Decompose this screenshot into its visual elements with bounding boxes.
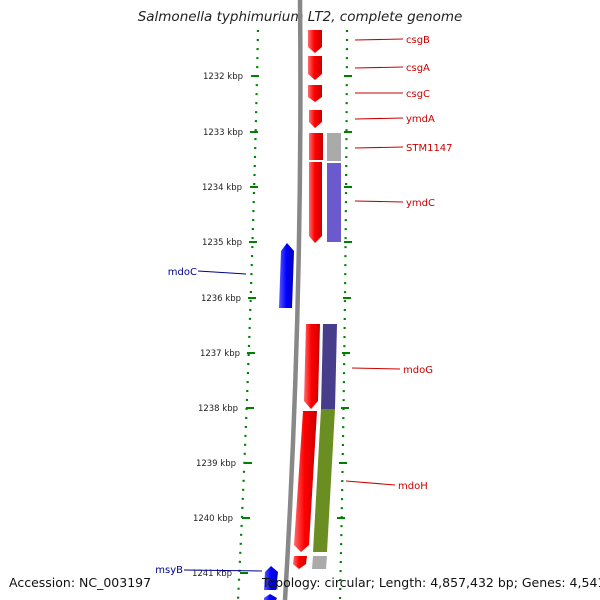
gene-mdoG-feature[interactable] xyxy=(304,324,320,409)
scale-label-1235: 1235 kbp xyxy=(202,238,242,248)
inner-guide-ring xyxy=(236,29,260,600)
gene-csgC-feature[interactable] xyxy=(308,85,322,102)
gene-label-STM1147[interactable]: STM1147 xyxy=(406,143,453,154)
gene-label-ymdC[interactable]: ymdC xyxy=(406,198,435,209)
gene-label-mdoG[interactable]: mdoG xyxy=(403,365,433,376)
cog-bar-STM1147 xyxy=(327,133,341,161)
gene-label-csgB[interactable]: csgB xyxy=(406,35,430,46)
scale-label-1241: 1241 kbp xyxy=(192,569,232,579)
gene-label-ymdA[interactable]: ymdA xyxy=(406,114,435,125)
scale-label-1240: 1240 kbp xyxy=(193,514,233,524)
scale-label-1239: 1239 kbp xyxy=(196,459,236,469)
gene-msyB-feature[interactable] xyxy=(264,566,278,590)
accession-text: Accession: NC_003197 xyxy=(9,575,152,590)
scale-label-1233: 1233 kbp xyxy=(203,128,243,138)
gene-mdoC-feature[interactable] xyxy=(279,243,294,308)
gene-STM1147-feature[interactable] xyxy=(309,133,323,160)
gene-csgB-feature[interactable] xyxy=(308,30,322,53)
gene-csgA-feature[interactable] xyxy=(308,56,322,80)
gene-label-mdoH[interactable]: mdoH xyxy=(398,481,428,492)
gene-label-msyB[interactable]: msyB xyxy=(155,565,183,576)
genome-summary-text: Topology: circular; Length: 4,857,432 bp… xyxy=(262,575,600,590)
gene-label-csgC[interactable]: csgC xyxy=(406,89,430,100)
gene-bottom-reverse-feature[interactable] xyxy=(264,594,277,600)
scale-ticks-right xyxy=(337,75,352,519)
scale-label-1238: 1238 kbp xyxy=(198,404,238,414)
gene-mdoH-feature[interactable] xyxy=(294,411,317,552)
outer-guide-ring xyxy=(338,29,349,600)
scale-label-1237: 1237 kbp xyxy=(200,349,240,359)
cog-bar-bottom xyxy=(312,556,327,569)
scale-ticks-left xyxy=(240,75,259,574)
gene-label-csgA[interactable]: csgA xyxy=(406,63,430,74)
gene-ymdC-feature[interactable] xyxy=(309,162,322,243)
gene-label-mdoC[interactable]: mdoC xyxy=(168,267,197,278)
cog-bar-mdoG xyxy=(321,324,337,409)
genome-backbone xyxy=(282,0,303,600)
gene-msyB-adjacent-feature[interactable] xyxy=(293,556,307,569)
scale-label-1234: 1234 kbp xyxy=(202,183,242,193)
scale-label-1232: 1232 kbp xyxy=(203,72,243,82)
gene-ymdA-feature[interactable] xyxy=(309,110,322,128)
scale-label-1236: 1236 kbp xyxy=(201,294,241,304)
cog-bar-mdoH xyxy=(313,409,335,552)
cog-bar-ymdC xyxy=(327,163,341,242)
